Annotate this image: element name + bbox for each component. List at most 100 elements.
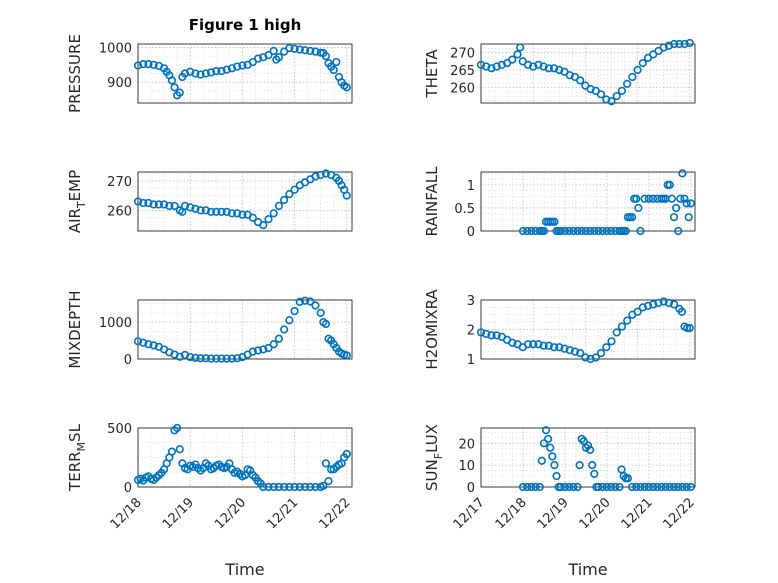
data-point [664, 41, 674, 50]
data-point [576, 76, 585, 85]
data-point [638, 58, 647, 68]
axes-frame [137, 43, 353, 104]
data-point [617, 86, 627, 95]
data-point [492, 62, 501, 71]
data-point [149, 60, 158, 69]
data-point [201, 354, 210, 363]
data-point [541, 426, 551, 435]
data-point [518, 226, 528, 236]
y-tick-label: 0.5 [454, 202, 475, 217]
data-point [674, 226, 683, 236]
data-point [290, 44, 299, 53]
data-point [527, 482, 536, 492]
y-tick-label: 500 [107, 422, 132, 437]
data-point [581, 353, 590, 362]
data-point [602, 482, 611, 492]
data-point [573, 226, 582, 236]
data-point [596, 90, 606, 99]
data-point [274, 53, 284, 62]
data-point [227, 64, 237, 73]
data-point [269, 209, 278, 218]
data-point [544, 341, 553, 350]
data-point [154, 200, 163, 209]
data-point [180, 69, 190, 78]
y-tick-label: 1 [467, 179, 475, 194]
data-point [654, 298, 663, 308]
data-point [316, 170, 325, 180]
data-point [570, 347, 580, 356]
x-axis-label-right: Time [567, 560, 607, 579]
data-point [133, 337, 143, 346]
data-point [300, 296, 310, 305]
data-point [607, 337, 616, 346]
x-axis-label-left: Time [224, 560, 264, 579]
data-point [342, 191, 351, 200]
axes-frame [137, 171, 353, 232]
data-point [227, 209, 237, 218]
y-axis-label: TERRMSL [66, 423, 88, 492]
data-point [139, 60, 148, 69]
data-point [539, 439, 549, 448]
data-point [222, 65, 231, 74]
data-point [565, 71, 574, 80]
data-point [653, 482, 662, 492]
data-point [606, 482, 616, 492]
data-point [497, 60, 506, 69]
data-point [329, 65, 338, 75]
data-point [144, 340, 153, 349]
data-point [672, 203, 681, 213]
y-axis-label: THETA [423, 49, 441, 99]
y-axis-label: H2OMIXRA [423, 289, 441, 370]
data-point [306, 46, 315, 56]
data-point [285, 482, 294, 492]
y-tick-label: 270 [107, 175, 132, 190]
data-point [175, 445, 184, 454]
data-point [295, 297, 304, 306]
data-point [537, 456, 546, 465]
data-point [523, 482, 532, 492]
data-point [311, 172, 320, 181]
data-point [222, 207, 231, 216]
data-point [311, 482, 320, 492]
data-point [565, 226, 574, 236]
data-point [238, 61, 247, 70]
data-point [311, 47, 320, 56]
data-point [342, 83, 351, 92]
axes-frame [480, 171, 696, 232]
data-point [664, 298, 674, 308]
y-axis-label: PRESSURE [66, 34, 84, 113]
data-point [280, 325, 289, 334]
data-point [280, 482, 289, 492]
data-point [206, 68, 216, 77]
data-point [285, 316, 294, 325]
data-point [669, 213, 679, 222]
y-tick-label: 0 [467, 481, 475, 496]
data-point [259, 221, 268, 230]
panel-2: 260 270 AIRTEMP [66, 169, 353, 233]
data-point [644, 482, 653, 492]
data-point [675, 39, 684, 49]
data-point [612, 328, 621, 337]
x-tick-label: 12/21 [619, 495, 656, 532]
x-tick-label: 12/19 [160, 495, 197, 532]
data-point [191, 204, 200, 213]
data-point [665, 482, 674, 492]
axes-frame [137, 427, 353, 488]
data-point [285, 190, 294, 199]
data-point [680, 39, 689, 49]
data-point [253, 346, 263, 355]
data-point [139, 198, 148, 208]
axes-frame [480, 427, 696, 488]
data-point [170, 201, 179, 211]
data-point [476, 60, 486, 69]
data-point [149, 341, 158, 350]
axes-frame [137, 299, 353, 360]
data-point [648, 482, 658, 492]
y-axis-label: SUNFLUX [423, 424, 445, 491]
data-point [560, 482, 570, 492]
data-point [674, 482, 683, 492]
data-point [612, 91, 621, 101]
data-point [290, 482, 299, 492]
y-tick-label: 2 [467, 324, 475, 339]
panel-7: 0 10 20 SUNFLUX 12/17 12/18 12/19 12/20 12/21 12/… [423, 424, 698, 532]
